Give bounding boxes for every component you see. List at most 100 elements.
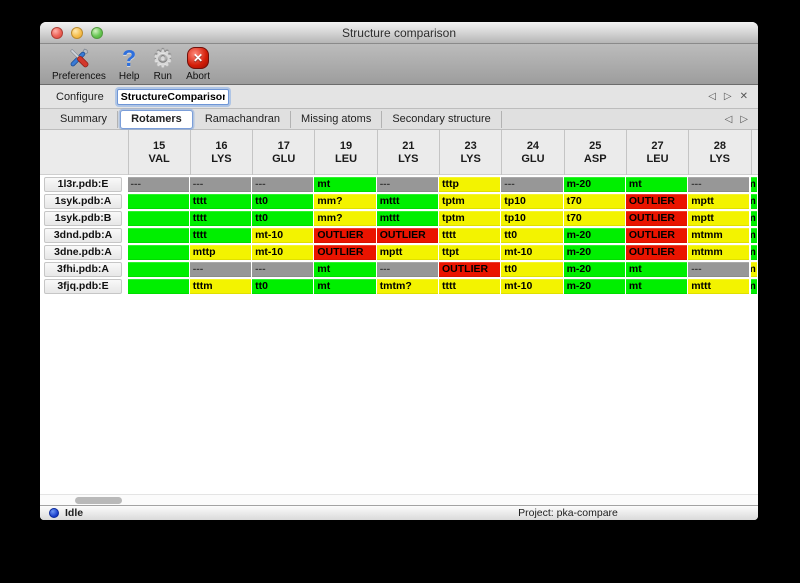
rotamer-cell[interactable]: mt <box>625 262 688 277</box>
rotamer-cell[interactable]: m <box>750 262 757 277</box>
rotamer-cell[interactable]: mt <box>314 279 376 294</box>
rotamer-cell[interactable]: tp10 <box>501 211 563 226</box>
rotamer-cell[interactable]: --- <box>189 177 252 192</box>
rotamer-cell[interactable]: OUTLIER <box>314 228 376 243</box>
rotamer-cell[interactable]: tttt <box>189 211 252 226</box>
row-label[interactable]: 3fhi.pdb:A <box>44 262 122 277</box>
rotamer-cell[interactable]: tttt <box>189 228 252 243</box>
rotamer-cell[interactable]: mttp <box>189 245 252 260</box>
minimize-window-button[interactable] <box>71 27 83 39</box>
row-label[interactable]: 1l3r.pdb:E <box>44 177 122 192</box>
rotamer-cell[interactable]: tmtm? <box>376 279 438 294</box>
rotamer-cell[interactable]: --- <box>376 262 438 277</box>
tab-missing-atoms[interactable]: Missing atoms <box>291 110 383 128</box>
rotamer-cell[interactable]: mttt <box>376 194 438 209</box>
rotamer-cell[interactable]: tttt <box>189 194 252 209</box>
zoom-window-button[interactable] <box>91 27 103 39</box>
column-header-19[interactable]: 19 LEU <box>314 130 376 175</box>
rotamer-cell[interactable]: t70 <box>563 194 625 209</box>
column-header-27[interactable]: 27 LEU <box>625 130 688 175</box>
rotamer-cell[interactable]: m-20 <box>563 228 625 243</box>
rotamer-cell[interactable]: --- <box>688 177 750 192</box>
rotamer-cell[interactable]: --- <box>688 262 750 277</box>
tab-ramachandran[interactable]: Ramachandran <box>195 110 292 128</box>
rotamer-cell[interactable]: mt <box>314 262 376 277</box>
column-header-24[interactable]: 24 GLU <box>501 130 563 175</box>
help-button[interactable]: ? Help <box>119 45 140 82</box>
rotamer-cell[interactable]: mm? <box>314 194 376 209</box>
column-header-21[interactable]: 21 LYS <box>376 130 439 175</box>
rotamer-cell[interactable]: m <box>750 211 757 226</box>
rotamer-cell[interactable]: t <box>127 194 189 209</box>
rotamer-cell[interactable]: mt <box>625 279 688 294</box>
rotamer-cell[interactable]: --- <box>501 177 563 192</box>
rotamer-cell[interactable]: mtmm <box>688 228 750 243</box>
rotamer-cell[interactable]: mptt <box>688 194 750 209</box>
rotamer-cell[interactable]: mt <box>625 177 688 192</box>
rotamer-cell[interactable]: t <box>127 228 189 243</box>
preferences-button[interactable]: Preferences <box>52 45 106 82</box>
title-bar[interactable]: Structure comparison <box>40 22 758 44</box>
rotamer-cell[interactable]: --- <box>189 262 252 277</box>
rotamer-cell[interactable]: --- <box>127 177 189 192</box>
row-label[interactable]: 1syk.pdb:B <box>44 211 122 226</box>
column-header-17[interactable]: 17 GLU <box>252 130 314 175</box>
column-header-15[interactable]: 15 VAL <box>127 130 190 175</box>
rotamer-cell[interactable]: tttt <box>439 228 501 243</box>
row-label[interactable]: 3dnd.pdb:A <box>44 228 122 243</box>
rotamer-cell[interactable]: tt0 <box>252 279 314 294</box>
rotamer-cell[interactable]: tt0 <box>501 228 563 243</box>
horizontal-scrollbar[interactable] <box>40 494 758 505</box>
configure-name-input[interactable] <box>116 88 229 105</box>
rotamer-cell[interactable]: tt0 <box>252 211 314 226</box>
rotamer-cell[interactable]: OUTLIER <box>625 228 688 243</box>
rotamer-cell[interactable]: mt <box>314 177 376 192</box>
rotamer-cell[interactable]: tttp <box>439 177 501 192</box>
tab-secondary-structure[interactable]: Secondary structure <box>382 110 502 128</box>
row-label[interactable]: 3dne.pdb:A <box>44 245 122 260</box>
rotamer-cell[interactable]: m <box>750 279 757 294</box>
rotamer-cell[interactable]: OUTLIER <box>625 194 688 209</box>
rotamer-cell[interactable]: tp10 <box>501 194 563 209</box>
rotamer-cell[interactable]: t <box>127 279 189 294</box>
rotamer-cell[interactable]: t70 <box>563 211 625 226</box>
rotamer-cell[interactable]: t <box>127 211 189 226</box>
rotamer-cell[interactable]: m-20 <box>563 262 625 277</box>
column-header-23[interactable]: 23 LYS <box>439 130 501 175</box>
rotamer-cell[interactable]: OUTLIER <box>625 245 688 260</box>
row-label[interactable]: 3fjq.pdb:E <box>44 279 122 294</box>
rotamer-cell[interactable]: m <box>750 194 757 209</box>
rotamer-cell[interactable]: OUTLIER <box>439 262 501 277</box>
row-label[interactable]: 1syk.pdb:A <box>44 194 122 209</box>
next-arrow-icon[interactable]: ▷ <box>740 113 748 125</box>
rotamer-cell[interactable]: m <box>750 245 757 260</box>
rotamer-cell[interactable]: m <box>750 177 757 192</box>
rotamer-cell[interactable]: mt-10 <box>252 228 314 243</box>
rotamer-cell[interactable]: --- <box>376 177 438 192</box>
close-icon[interactable]: ✕ <box>739 91 748 102</box>
next-arrow-icon[interactable]: ▷ <box>723 91 732 102</box>
abort-button[interactable]: ✕ Abort <box>186 45 210 82</box>
rotamer-cell[interactable]: m-20 <box>563 245 625 260</box>
rotamer-cell[interactable]: mt-10 <box>501 279 563 294</box>
rotamer-cell[interactable]: mptt <box>688 211 750 226</box>
run-button[interactable]: ⚙ Run <box>153 45 174 82</box>
prev-arrow-icon[interactable]: ◁ <box>708 91 716 102</box>
rotamer-cell[interactable]: m-20 <box>563 279 625 294</box>
rotamer-cell[interactable]: --- <box>252 262 314 277</box>
rotamer-cell[interactable]: t <box>127 245 189 260</box>
rotamer-cell[interactable]: mptt <box>376 245 438 260</box>
rotamer-cell[interactable]: tt0 <box>501 262 563 277</box>
rotamer-cell[interactable]: tttm <box>189 279 252 294</box>
tab-rotamers[interactable]: Rotamers <box>120 109 193 129</box>
rotamer-cell[interactable]: mtmm <box>688 245 750 260</box>
rotamer-cell[interactable]: tt0 <box>252 194 314 209</box>
rotamer-cell[interactable]: tttt <box>439 279 501 294</box>
rotamer-cell[interactable]: OUTLIER <box>314 245 376 260</box>
tab-summary[interactable]: Summary <box>50 110 119 128</box>
column-header-16[interactable]: 16 LYS <box>189 130 252 175</box>
rotamer-cell[interactable]: tptm <box>439 211 501 226</box>
rotamer-cell[interactable]: mt-10 <box>501 245 563 260</box>
column-header-28[interactable]: 28 LYS <box>688 130 750 175</box>
rotamer-cell[interactable]: OUTLIER <box>376 228 438 243</box>
